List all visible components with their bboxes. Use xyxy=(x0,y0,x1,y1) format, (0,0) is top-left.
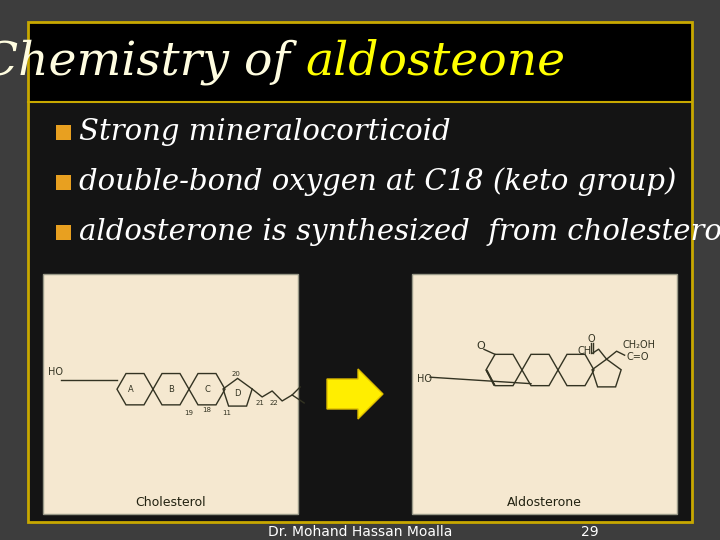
Bar xyxy=(28,102,692,522)
Text: HO: HO xyxy=(48,367,63,376)
Text: 21: 21 xyxy=(256,400,264,406)
Text: 20: 20 xyxy=(231,372,240,377)
Text: 18: 18 xyxy=(202,407,212,413)
Text: 19: 19 xyxy=(184,410,194,416)
Text: aldosterone is synthesized  from cholesterol: aldosterone is synthesized from choleste… xyxy=(79,218,720,246)
Bar xyxy=(56,125,71,139)
Text: CH₂OH: CH₂OH xyxy=(623,340,656,350)
Text: 11: 11 xyxy=(222,410,232,416)
FancyArrow shape xyxy=(327,369,383,419)
Text: B: B xyxy=(168,384,174,394)
Text: Cholesterol: Cholesterol xyxy=(135,496,206,509)
Text: O: O xyxy=(588,334,595,344)
Bar xyxy=(412,274,677,514)
Text: double-bond oxygen at C18 (keto group): double-bond oxygen at C18 (keto group) xyxy=(79,167,676,197)
Bar xyxy=(56,225,71,240)
Text: Strong mineralocorticoid: Strong mineralocorticoid xyxy=(79,118,451,146)
Text: C=O: C=O xyxy=(626,352,649,362)
Text: Aldosterone: Aldosterone xyxy=(507,496,582,509)
Text: 29: 29 xyxy=(581,525,599,539)
Text: aldosteone: aldosteone xyxy=(305,39,565,85)
Text: CH: CH xyxy=(577,346,592,356)
Bar xyxy=(56,174,71,190)
Text: Chemistry of: Chemistry of xyxy=(0,39,305,85)
Text: HO: HO xyxy=(417,374,432,384)
Text: 22: 22 xyxy=(270,400,279,406)
Bar xyxy=(43,274,298,514)
Text: O: O xyxy=(477,341,485,352)
Text: A: A xyxy=(127,384,133,394)
Text: D: D xyxy=(234,389,241,398)
Text: C: C xyxy=(204,384,210,394)
Bar xyxy=(28,22,692,102)
Text: Dr. Mohand Hassan Moalla: Dr. Mohand Hassan Moalla xyxy=(268,525,452,539)
